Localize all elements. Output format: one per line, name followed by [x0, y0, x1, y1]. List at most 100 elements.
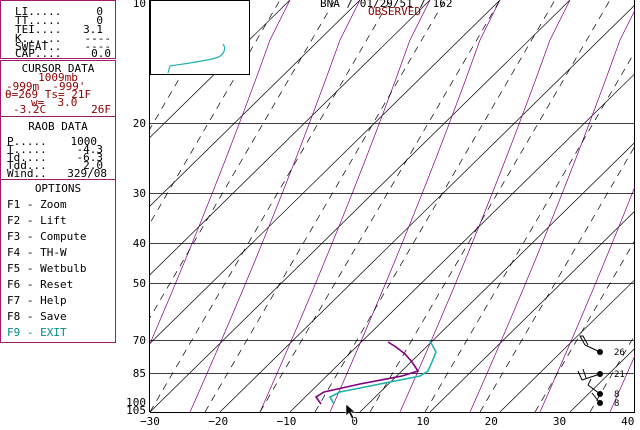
isotherm-line	[150, 0, 361, 207]
option-zoom[interactable]: F1 - Zoom	[7, 198, 67, 211]
cursor-theta-ts: θ=269 Ts= 21F	[5, 88, 92, 101]
isotherm-lines	[0, 0, 635, 412]
temperature-tick-label: 10	[416, 415, 429, 428]
wind-station-dot	[597, 371, 603, 377]
option-label: TH-W	[40, 246, 67, 259]
isotherm-line	[150, 0, 431, 276]
raob-p-label: P.....	[7, 135, 47, 148]
raob-td-value: -6.3	[76, 151, 104, 164]
option-label: Save	[40, 310, 67, 323]
temperature-tick-label: −30	[140, 415, 160, 428]
mixing-ratio-line	[259, 0, 501, 412]
adiabat-line	[329, 0, 501, 412]
raob-tdd-value: 2.0	[83, 159, 103, 172]
adiabat-line	[150, 0, 291, 345]
isotherm-line	[569, 347, 635, 412]
temperature-trace	[314, 341, 420, 405]
option-key: F3	[7, 230, 21, 243]
temperature-tick-label: 0	[351, 415, 358, 428]
adiabat-line	[399, 0, 571, 412]
raob-td-label: Td....	[7, 151, 47, 164]
raob-wind-label: Wind..	[7, 167, 47, 180]
cursor-temp-f: 26F	[91, 103, 111, 116]
cursor-data-title: CURSOR DATA	[21, 62, 95, 75]
option-compute[interactable]: F3 - Compute	[7, 230, 87, 243]
raob-t-label: T.....	[7, 143, 47, 156]
temperature-tick-label: 30	[553, 415, 566, 428]
mixing-ratio-line	[150, 0, 391, 412]
cursor-data-panel: CURSOR DATA 1009mb -999m -999' θ=269 Ts=…	[0, 60, 116, 117]
mixing-ratio-line	[479, 145, 635, 412]
cursor-temp-c: -3.2C	[13, 103, 47, 116]
wind-station-dot	[597, 349, 603, 355]
tei-value: 3.1	[83, 23, 103, 36]
station-header: BNA / 01/29/51 / 162	[320, 0, 452, 10]
sounding-number: 162	[433, 0, 453, 10]
adiabat-lines	[150, 0, 635, 412]
cursor-heights: -999m -999'	[6, 80, 86, 93]
wind-speed-label: 26	[614, 348, 625, 358]
sidebar: LI..... 0 TT..... 0 TEI.... 3.1 K...... …	[0, 0, 116, 343]
option-label: Reset	[40, 278, 74, 291]
temperature-axis-labels: −30 −20 −10 0 10 20 30 40	[140, 415, 634, 428]
observed-label: OBSERVED	[368, 5, 421, 18]
li-value: 0	[96, 5, 103, 18]
cap-label: CAP....	[15, 47, 62, 60]
pressure-tick-label: 20	[133, 117, 146, 130]
mixing-ratio-line	[589, 334, 635, 412]
option-lift[interactable]: F2 - Lift	[7, 214, 67, 227]
k-value: ----	[84, 32, 112, 45]
isobar-lines	[150, 123, 635, 374]
option-key: F8	[7, 310, 21, 323]
adiabat-line	[609, 354, 635, 412]
hodograph-trace	[167, 43, 226, 74]
tt-value: 0	[96, 14, 103, 27]
option-reset[interactable]: F6 - Reset	[7, 278, 74, 291]
option-label: Zoom	[40, 198, 67, 211]
cursor-pressure: 1009mb	[38, 71, 78, 84]
mixing-ratio-line	[534, 239, 635, 412]
mixing-ratio-line	[314, 0, 556, 412]
isotherm-line	[219, 4, 635, 412]
pressure-tick-label: 70	[133, 334, 146, 347]
mixing-ratio-line	[424, 50, 635, 412]
mixing-ratio-line	[150, 0, 336, 319]
tei-label: TEI....	[15, 23, 62, 36]
sweat-value: ----	[84, 40, 112, 53]
raob-data-title: RAOB DATA	[28, 120, 88, 133]
option-th-w[interactable]: F4 - TH-W	[7, 246, 67, 259]
option-wetbulb[interactable]: F5 - Wetbulb	[7, 262, 87, 275]
isotherm-line	[0, 0, 10, 412]
adiabat-line	[189, 0, 361, 412]
indices-panel: LI..... 0 TT..... 0 TEI.... 3.1 K...... …	[0, 0, 116, 59]
pressure-tick-label: 40	[133, 237, 146, 250]
pressure-tick-label: 50	[133, 277, 146, 290]
station-name: BNA	[320, 0, 340, 10]
option-label: Lift	[40, 214, 67, 227]
isotherm-line	[150, 0, 501, 344]
temperature-tick-label: 40	[621, 415, 634, 428]
temperature-tick-label: 20	[485, 415, 498, 428]
wind-barb-stations: 26 21 88	[597, 348, 625, 409]
option-help[interactable]: F7 - Help	[7, 294, 67, 307]
option-exit[interactable]: F9 - EXIT	[7, 326, 67, 339]
option-key: F9	[7, 326, 21, 339]
k-label: K......	[15, 32, 62, 45]
pressure-tick-label: 105	[126, 404, 146, 417]
option-label: Wetbulb	[40, 262, 87, 275]
raob-tdd-label: Tdd...	[7, 159, 47, 172]
mixing-ratio-line	[204, 0, 446, 412]
isotherm-line	[0, 0, 80, 412]
option-save[interactable]: F8 - Save	[7, 310, 67, 323]
wind-station-dot	[597, 391, 603, 397]
mixing-ratio-lines	[150, 0, 635, 412]
mouse-cursor-icon	[345, 403, 356, 420]
wind-speed-label: 8	[614, 390, 619, 400]
li-label: LI.....	[15, 5, 62, 18]
pressure-tick-label: 85	[133, 367, 146, 380]
adiabat-line	[259, 0, 431, 412]
pressure-tick-label: 30	[133, 187, 146, 200]
isotherm-line	[429, 210, 635, 412]
